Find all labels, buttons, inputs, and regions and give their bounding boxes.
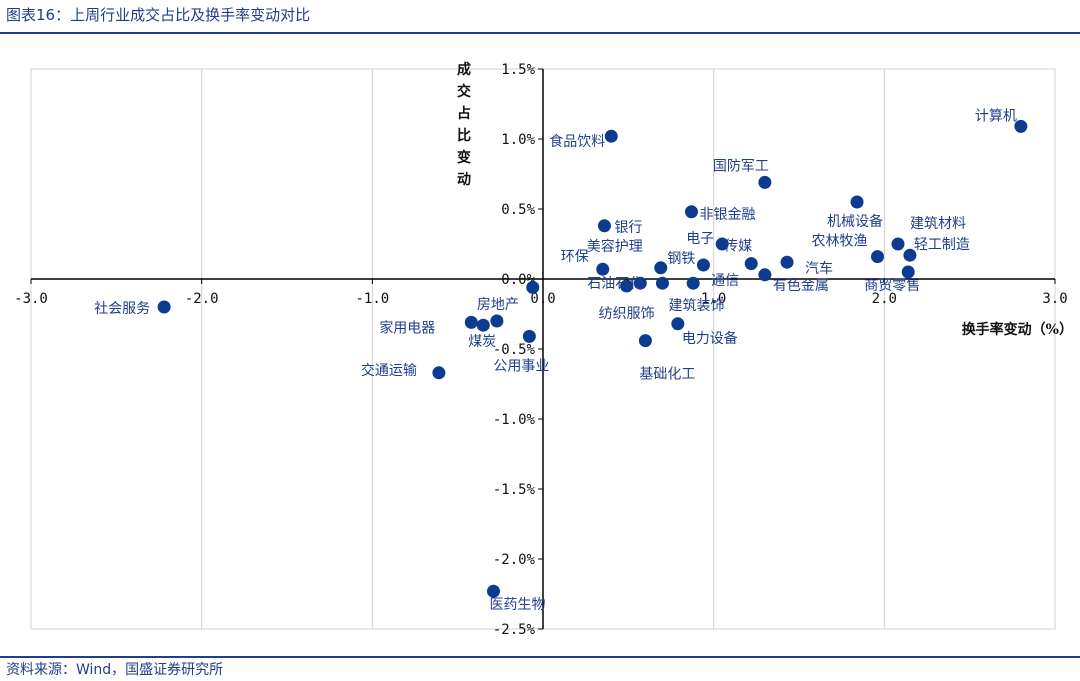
figure-source: 资料来源：Wind，国盛证券研究所 xyxy=(6,662,224,678)
data-point xyxy=(686,276,700,290)
data-point xyxy=(432,366,446,380)
point-label: 计算机 xyxy=(975,108,1017,124)
data-point xyxy=(490,314,504,328)
data-point xyxy=(758,268,772,282)
scatter-chart: -3.0 -2.0 -1.0 0.0 1.0 2.0 3.0 1.5% 1.0% 0.5% 0.0%… xyxy=(14,61,1073,638)
point-label: 传媒 xyxy=(724,239,752,255)
x-tick-label: 2.0 xyxy=(872,291,897,307)
point-label: 有色金属 xyxy=(773,277,829,294)
data-point xyxy=(638,334,652,348)
point-label: 商贸零售 xyxy=(864,278,920,294)
point-label: 社会服务 xyxy=(94,301,150,317)
point-label: 银行 xyxy=(614,220,642,236)
data-point xyxy=(157,300,171,314)
point-label: 建筑材料 xyxy=(910,216,966,232)
point-label: 机械设备 xyxy=(827,213,883,230)
data-point xyxy=(744,257,758,271)
point-label: 电子 xyxy=(686,231,714,247)
data-point xyxy=(758,175,772,189)
y-tick-label: -2.5% xyxy=(493,622,536,638)
point-label: 钢铁 xyxy=(667,251,695,267)
data-point xyxy=(903,248,917,262)
data-point xyxy=(597,219,611,233)
point-label: 电力设备 xyxy=(682,330,738,347)
data-point xyxy=(476,318,490,332)
point-label: 家用电器 xyxy=(379,319,435,336)
x-tick-label: -3.0 xyxy=(14,291,48,307)
point-label: 基础化工 xyxy=(639,366,695,383)
y-axis-title: 成交占比变动 xyxy=(457,61,471,188)
data-point xyxy=(654,261,668,275)
point-label: 通信 xyxy=(711,273,739,289)
point-label: 纺织服饰 xyxy=(599,306,655,322)
y-tick-label: -0.5% xyxy=(493,342,536,358)
point-label: 石油石化 xyxy=(587,276,643,292)
data-points xyxy=(157,119,1028,598)
data-point xyxy=(655,276,669,290)
x-tick-label: 0.0 xyxy=(530,291,555,307)
y-tick-label: 0.5% xyxy=(501,202,535,218)
data-point xyxy=(901,265,915,279)
point-label: 非银金融 xyxy=(699,207,755,223)
point-label: 煤炭 xyxy=(468,334,496,350)
data-point xyxy=(871,250,885,264)
y-tick-label: -1.5% xyxy=(493,482,536,498)
tick-labels: -3.0 -2.0 -1.0 0.0 1.0 2.0 3.0 1.5% 1.0% 0.5% 0.0%… xyxy=(14,62,1068,638)
data-point xyxy=(596,262,610,276)
data-point xyxy=(633,276,647,290)
data-point xyxy=(891,237,905,251)
data-point xyxy=(671,317,685,331)
x-tick-label: 3.0 xyxy=(1042,291,1067,307)
data-point xyxy=(684,205,698,219)
point-label: 医药生物 xyxy=(490,597,546,613)
point-label: 房地产 xyxy=(477,297,519,313)
data-point xyxy=(464,315,478,329)
point-label: 汽车 xyxy=(805,260,833,277)
data-point xyxy=(780,255,794,269)
y-tick-label: 1.5% xyxy=(501,62,535,78)
source-divider xyxy=(0,656,1080,658)
point-label: 食品饮料 xyxy=(549,133,605,150)
x-tick-label: 1.0 xyxy=(701,291,726,307)
y-tick-label: -1.0% xyxy=(493,412,536,428)
data-point xyxy=(487,584,501,598)
x-tick-label: -1.0 xyxy=(355,291,389,307)
data-point xyxy=(526,280,540,294)
data-point xyxy=(715,237,729,251)
grid-lines xyxy=(30,69,1056,629)
x-tick-label: -2.0 xyxy=(185,291,219,307)
data-point xyxy=(604,129,618,143)
point-label: 公用事业 xyxy=(493,358,549,374)
point-label: 交通运输 xyxy=(361,362,417,379)
data-point xyxy=(522,329,536,343)
point-label: 国防军工 xyxy=(713,158,769,174)
y-tick-label: 0.0% xyxy=(501,272,535,288)
axes xyxy=(30,68,1056,630)
x-axis-title: 换手率变动（%） xyxy=(962,321,1073,338)
data-point xyxy=(620,279,634,293)
point-label: 美容护理 xyxy=(587,238,643,255)
y-tick-label: -2.0% xyxy=(493,552,536,568)
data-point xyxy=(850,195,864,209)
y-tick-label: 1.0% xyxy=(501,132,535,148)
point-label: 建筑装饰 xyxy=(668,298,724,314)
data-point xyxy=(1014,119,1028,133)
figure-title: 图表16：上周行业成交占比及换手率变动对比 xyxy=(6,6,311,24)
point-label: 轻工制造 xyxy=(914,237,970,253)
data-point xyxy=(696,258,710,272)
point-label: 环保 xyxy=(561,249,589,265)
point-label: 农林牧渔 xyxy=(812,234,868,250)
title-divider xyxy=(0,32,1080,34)
